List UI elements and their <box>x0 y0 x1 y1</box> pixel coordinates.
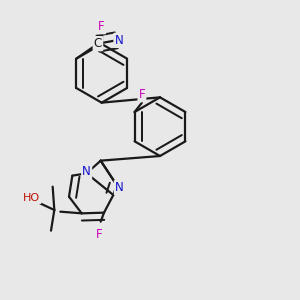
Text: N: N <box>82 165 91 178</box>
Text: N: N <box>115 181 124 194</box>
Text: N: N <box>115 34 123 47</box>
Text: F: F <box>96 227 102 241</box>
Text: F: F <box>98 20 105 33</box>
Text: C: C <box>94 37 102 50</box>
Text: HO: HO <box>23 193 40 203</box>
Text: F: F <box>139 88 145 101</box>
